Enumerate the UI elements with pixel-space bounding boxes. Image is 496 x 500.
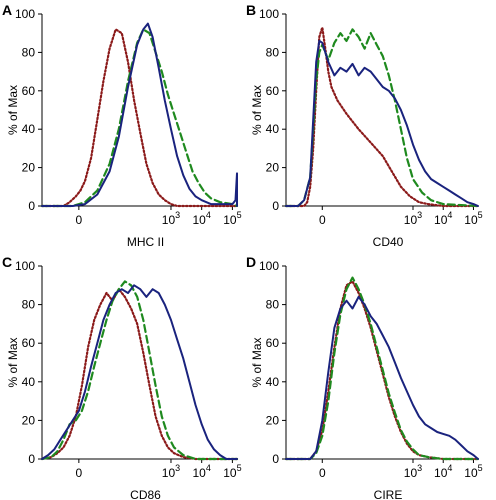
x-tick-base: 10 xyxy=(464,213,478,227)
x-tick-label: 105 xyxy=(464,463,482,480)
x-tick-exponent: 5 xyxy=(478,463,483,473)
y-tick-label: 20 xyxy=(266,413,280,427)
x-tick-exponent: 3 xyxy=(175,210,180,220)
y-tick-label: 40 xyxy=(22,122,36,136)
y-tick-label: 100 xyxy=(259,259,279,273)
y-tick-label: 80 xyxy=(22,45,36,59)
x-tick-label: 103 xyxy=(404,463,422,480)
x-tick-label: 105 xyxy=(464,210,482,227)
x-tick-base: 0 xyxy=(76,466,83,480)
panel-letter-a: A xyxy=(2,2,12,18)
panel-letter-b: B xyxy=(246,2,256,18)
y-axis-title-b: % of Max xyxy=(250,85,264,135)
x-tick-exponent: 4 xyxy=(206,463,211,473)
y-tick-label: 20 xyxy=(22,413,36,427)
series-isotype-c xyxy=(40,288,239,461)
x-tick-exponent: 5 xyxy=(237,463,242,473)
y-tick-label: 80 xyxy=(266,45,280,59)
x-axis-title-a: MHC II xyxy=(127,235,164,249)
y-tick-label: 0 xyxy=(272,452,279,466)
x-tick-base: 10 xyxy=(192,213,206,227)
x-tick-label: 105 xyxy=(223,210,241,227)
y-tick-label: 80 xyxy=(266,298,280,312)
x-tick-base: 10 xyxy=(434,213,448,227)
y-axis-title-a: % of Max xyxy=(6,85,20,135)
panel-letter-d: D xyxy=(246,254,256,270)
x-tick-label: 0 xyxy=(319,213,326,227)
panel-letter-c: C xyxy=(2,254,12,270)
x-tick-exponent: 5 xyxy=(478,210,483,220)
series-control-a xyxy=(41,22,238,207)
y-tick-label: 40 xyxy=(266,122,280,136)
y-tick-label: 40 xyxy=(22,375,36,389)
x-axis-title-b: CD40 xyxy=(373,235,404,249)
x-tick-base: 10 xyxy=(404,466,418,480)
x-tick-base: 10 xyxy=(404,213,418,227)
x-tick-label: 0 xyxy=(76,213,83,227)
x-tick-exponent: 4 xyxy=(447,463,452,473)
x-tick-exponent: 4 xyxy=(206,210,211,220)
x-tick-base: 0 xyxy=(319,466,326,480)
x-tick-label: 104 xyxy=(434,210,452,227)
x-axis-title-d: CIRE xyxy=(374,488,403,500)
y-tick-label: 60 xyxy=(266,336,280,350)
y-tick-label: 100 xyxy=(15,7,35,21)
x-tick-base: 10 xyxy=(162,466,176,480)
series-treated-b xyxy=(284,28,480,208)
series-treated-a xyxy=(40,28,239,208)
y-tick-label: 0 xyxy=(28,452,35,466)
x-tick-exponent: 3 xyxy=(417,210,422,220)
x-tick-label: 103 xyxy=(162,210,180,227)
y-tick-label: 0 xyxy=(28,199,35,213)
y-tick-label: 80 xyxy=(22,298,36,312)
series-treated-d xyxy=(284,276,480,461)
y-tick-label: 100 xyxy=(15,259,35,273)
x-tick-base: 0 xyxy=(76,213,83,227)
y-tick-label: 20 xyxy=(22,161,36,175)
x-tick-exponent: 3 xyxy=(175,463,180,473)
x-tick-label: 104 xyxy=(192,463,210,480)
y-axis-title-d: % of Max xyxy=(250,337,264,387)
y-tick-label: 40 xyxy=(266,375,280,389)
y-tick-label: 60 xyxy=(266,84,280,98)
x-tick-label: 0 xyxy=(76,466,83,480)
x-tick-label: 105 xyxy=(223,463,241,480)
x-tick-base: 10 xyxy=(223,213,237,227)
y-tick-label: 20 xyxy=(266,161,280,175)
x-tick-base: 10 xyxy=(434,466,448,480)
x-tick-label: 104 xyxy=(434,463,452,480)
x-tick-base: 0 xyxy=(319,213,326,227)
y-tick-label: 60 xyxy=(22,336,36,350)
series-isotype-a xyxy=(40,28,239,208)
x-tick-label: 104 xyxy=(192,210,210,227)
y-tick-label: 0 xyxy=(272,199,279,213)
x-tick-base: 10 xyxy=(464,466,478,480)
series-control-d xyxy=(285,295,479,460)
x-tick-base: 10 xyxy=(223,466,237,480)
x-tick-base: 10 xyxy=(162,213,176,227)
x-tick-base: 10 xyxy=(192,466,206,480)
x-tick-label: 0 xyxy=(319,466,326,480)
series-control-b xyxy=(285,39,479,207)
x-tick-exponent: 5 xyxy=(237,210,242,220)
x-axis-title-c: CD86 xyxy=(130,488,161,500)
x-tick-exponent: 3 xyxy=(417,463,422,473)
x-tick-label: 103 xyxy=(404,210,422,227)
x-tick-exponent: 4 xyxy=(447,210,452,220)
y-axis-title-c: % of Max xyxy=(6,337,20,387)
y-tick-label: 100 xyxy=(259,7,279,21)
y-tick-label: 60 xyxy=(22,84,36,98)
x-tick-label: 103 xyxy=(162,463,180,480)
series-control-c xyxy=(41,284,238,460)
